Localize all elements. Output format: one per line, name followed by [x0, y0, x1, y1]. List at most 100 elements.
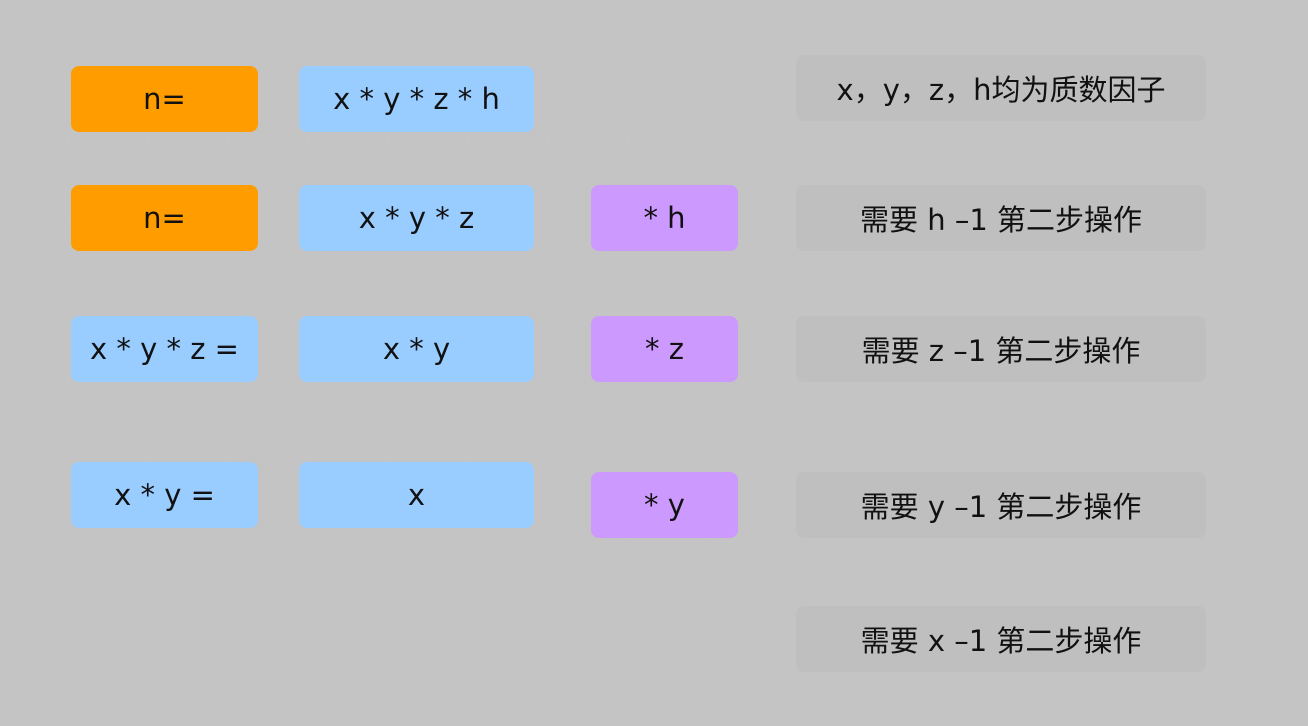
grid-dot	[544, 135, 550, 141]
grid-dot	[1262, 374, 1268, 380]
grid-dot	[1182, 135, 1188, 141]
grid-dot	[464, 54, 470, 60]
row5-note-box: 需要 x –1 第二步操作	[796, 606, 1206, 672]
grid-dot	[464, 294, 470, 300]
row2-factor-box: * h	[591, 185, 738, 251]
grid-dot	[464, 454, 470, 460]
row4-note-box: 需要 y –1 第二步操作	[796, 472, 1206, 538]
grid-dot	[384, 454, 390, 460]
grid-dot	[1262, 54, 1268, 60]
grid-dot	[783, 294, 789, 300]
grid-dot	[544, 614, 550, 620]
grid-dot	[943, 454, 949, 460]
grid-dot	[1023, 694, 1029, 700]
grid-dot	[65, 454, 71, 460]
grid-dot	[1023, 135, 1029, 141]
grid-dot	[145, 454, 151, 460]
grid-dot	[225, 294, 231, 300]
grid-dot	[384, 294, 390, 300]
grid-dot	[145, 534, 151, 540]
row3-factor-box: * z	[591, 316, 738, 382]
row3-note-box: 需要 z –1 第二步操作	[796, 316, 1206, 382]
grid-dot	[943, 135, 949, 141]
grid-dot	[304, 294, 310, 300]
grid-dot	[783, 374, 789, 380]
grid-dot	[544, 694, 550, 700]
row3-product-box: x * y	[299, 316, 534, 382]
row4-factor-box: * y	[591, 472, 738, 538]
grid-dot	[145, 54, 151, 60]
grid-dot	[624, 694, 630, 700]
grid-dot	[304, 454, 310, 460]
grid-dot	[65, 534, 71, 540]
grid-dot	[65, 294, 71, 300]
grid-dot	[703, 454, 709, 460]
grid-dot	[464, 694, 470, 700]
grid-dot	[863, 454, 869, 460]
grid-dot	[384, 534, 390, 540]
grid-dot	[225, 694, 231, 700]
grid-dot	[65, 694, 71, 700]
grid-dot	[1102, 454, 1108, 460]
grid-dot	[464, 534, 470, 540]
row3-left-box: x * y * z =	[71, 316, 258, 382]
grid-dot	[65, 54, 71, 60]
row2-left-box: n=	[71, 185, 258, 251]
grid-dot	[544, 534, 550, 540]
grid-dot	[464, 614, 470, 620]
row2-product-box: x * y * z	[299, 185, 534, 251]
grid-dot	[703, 694, 709, 700]
grid-dot	[703, 135, 709, 141]
grid-dot	[1023, 454, 1029, 460]
grid-dot	[544, 454, 550, 460]
grid-dot	[544, 54, 550, 60]
grid-dot	[703, 54, 709, 60]
grid-dot	[943, 694, 949, 700]
grid-dot	[624, 135, 630, 141]
grid-dot	[304, 54, 310, 60]
grid-dot	[1262, 135, 1268, 141]
grid-dot	[225, 54, 231, 60]
grid-dot	[703, 294, 709, 300]
grid-dot	[225, 135, 231, 141]
grid-dot	[1262, 614, 1268, 620]
grid-dot	[145, 135, 151, 141]
grid-dot	[225, 614, 231, 620]
grid-dot	[783, 135, 789, 141]
grid-dot	[1102, 694, 1108, 700]
grid-dot	[703, 614, 709, 620]
grid-dot	[65, 135, 71, 141]
grid-dot	[544, 294, 550, 300]
grid-dot	[464, 135, 470, 141]
grid-dot	[1262, 694, 1268, 700]
grid-dot	[1182, 454, 1188, 460]
grid-dot	[783, 694, 789, 700]
grid-dot	[145, 294, 151, 300]
grid-dot	[783, 214, 789, 220]
grid-dot	[943, 294, 949, 300]
grid-dot	[544, 374, 550, 380]
grid-dot	[304, 614, 310, 620]
row1-note-box: x，y，z，h均为质数因子	[796, 55, 1206, 121]
grid-dot	[624, 614, 630, 620]
grid-dot	[384, 694, 390, 700]
grid-dot	[1262, 214, 1268, 220]
grid-dot	[304, 135, 310, 141]
grid-dot	[624, 294, 630, 300]
grid-dot	[225, 534, 231, 540]
grid-dot	[1102, 135, 1108, 141]
grid-dot	[145, 614, 151, 620]
grid-dot	[65, 374, 71, 380]
grid-dot	[1182, 694, 1188, 700]
grid-dot	[1262, 294, 1268, 300]
grid-dot	[1262, 454, 1268, 460]
grid-dot	[145, 694, 151, 700]
grid-dot	[1023, 294, 1029, 300]
row4-left-box: x * y =	[71, 462, 258, 528]
grid-dot	[783, 454, 789, 460]
grid-dot	[304, 694, 310, 700]
grid-dot	[1262, 534, 1268, 540]
grid-dot	[1182, 294, 1188, 300]
grid-dot	[863, 694, 869, 700]
grid-dot	[783, 534, 789, 540]
